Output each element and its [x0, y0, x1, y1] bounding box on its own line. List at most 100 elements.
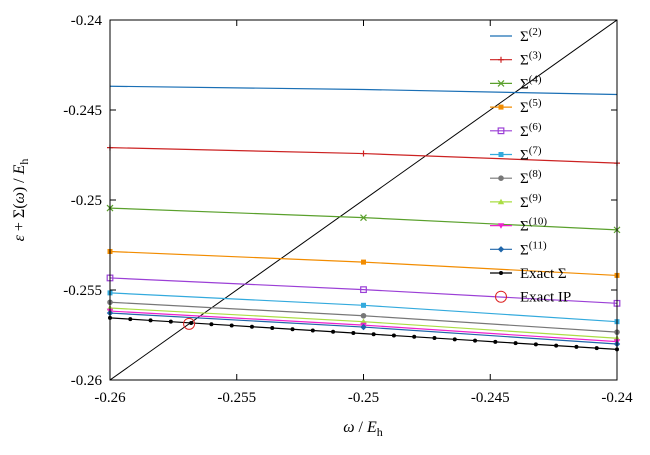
legend: Σ(2)Σ(3)Σ(4)Σ(5)Σ(6)Σ(7)Σ(8)Σ(9)Σ(10)Σ(1… [490, 26, 571, 306]
legend-marker-4 [497, 127, 505, 135]
x-tick-label-0: -0.26 [94, 390, 126, 406]
legend-label-base-8: Σ [520, 219, 529, 235]
legend-marker-3 [498, 104, 504, 110]
legend-label-sup-2: (4) [529, 73, 542, 85]
series-point-10-13 [371, 332, 376, 337]
series-point-10-4 [189, 320, 194, 325]
series-point-2-1 [360, 214, 367, 222]
legend-item-3: Σ(5) [490, 97, 542, 116]
x-axis-title-sep: / [355, 419, 367, 436]
legend-label-0: Σ(2) [520, 26, 542, 45]
series-point-10-14 [391, 333, 396, 338]
legend-label-base-4: Σ [520, 124, 529, 140]
legend-label-base-3: Σ [520, 100, 529, 116]
series-line-0 [109, 85, 618, 96]
legend-label-3: Σ(5) [520, 97, 542, 116]
legend-label-base-11: Exact IP [520, 290, 571, 306]
series-point-10-24 [594, 346, 599, 351]
series-point-10-21 [533, 342, 538, 347]
legend-marker-8 [497, 223, 505, 229]
legend-label-11: Exact IP [520, 290, 571, 306]
series-point-3-1 [361, 259, 366, 265]
legend-label-base-2: Σ [520, 76, 529, 92]
y-axis-title-omega: ω [11, 192, 28, 203]
legend-label-base-1: Σ [520, 53, 529, 69]
series-point-4-1 [360, 286, 367, 294]
series-point-7-1 [360, 318, 367, 325]
legend-item-11: Exact IP [495, 290, 571, 306]
series-point-10-18 [473, 338, 478, 343]
series-point-10-11 [331, 329, 336, 334]
y-axis-title: ε + Σ(ω) / Eh [11, 159, 31, 242]
series-point-10-6 [229, 323, 234, 328]
legend-label-5: Σ(7) [520, 145, 542, 164]
legend-item-1: Σ(3) [490, 50, 542, 69]
y-axis-title-E: E [11, 164, 28, 175]
series-point-1-1 [360, 150, 367, 157]
legend-item-6: Σ(8) [490, 168, 542, 187]
legend-marker-10 [499, 271, 503, 275]
legend-label-sup-6: (8) [529, 168, 542, 180]
x-tick-label-1: -0.255 [217, 390, 256, 406]
series-point-6-1 [360, 312, 367, 319]
series-point-10-1 [128, 317, 133, 322]
series-point-9-1 [360, 323, 367, 331]
legend-label-1: Σ(3) [520, 50, 542, 69]
legend-label-4: Σ(6) [520, 121, 542, 140]
legend-label-sup-7: (9) [529, 192, 542, 204]
legend-marker-6 [498, 175, 504, 181]
series-point-10-20 [513, 341, 518, 346]
legend-label-base-9: Σ [520, 242, 529, 258]
y-tick-label-2: -0.25 [71, 193, 102, 209]
series-point-10-16 [432, 336, 437, 341]
x-tick-label-4: -0.24 [601, 390, 633, 406]
legend-label-base-10: Exact Σ [520, 266, 567, 282]
series-point-10-9 [290, 327, 295, 332]
y-tick-label-0: -0.26 [71, 373, 103, 389]
legend-marker-7 [497, 198, 505, 205]
legend-item-9: Σ(11) [490, 239, 547, 258]
legend-label-10: Exact Σ [520, 266, 567, 282]
series-point-10-3 [168, 319, 173, 324]
plot-content [106, 20, 621, 380]
legend-label-base-7: Σ [520, 195, 529, 211]
series-point-5-1 [361, 302, 366, 308]
legend-marker-9 [497, 246, 505, 253]
legend-label-sup-1: (3) [529, 50, 542, 62]
series-point-10-19 [493, 339, 498, 344]
series-point-10-7 [249, 324, 254, 329]
legend-label-base-5: Σ [520, 148, 529, 164]
legend-label-7: Σ(9) [520, 192, 542, 211]
legend-marker-1 [498, 56, 504, 63]
x-tick-label-3: -0.245 [471, 390, 510, 406]
series-0 [109, 85, 618, 96]
legend-label-sup-4: (6) [529, 121, 542, 133]
x-tick-label-2: -0.25 [348, 390, 379, 406]
diagonal-line [110, 20, 617, 380]
legend-symbol-11 [495, 290, 507, 303]
legend-item-4: Σ(6) [490, 121, 542, 140]
legend-label-sup-9: (11) [529, 239, 547, 251]
y-axis-title-sub: h [17, 159, 31, 165]
x-axis-title: ω / Eh [343, 419, 383, 439]
series-point-10-2 [148, 318, 153, 323]
x-axis-title-sub: h [377, 425, 383, 439]
legend-item-2: Σ(4) [490, 73, 542, 92]
legend-marker-2 [497, 79, 505, 87]
x-axis-title-omega: ω [343, 419, 354, 436]
legend-item-8: Σ(10) [490, 216, 547, 235]
y-tick-label-3: -0.245 [63, 103, 102, 119]
legend-item-0: Σ(2) [490, 26, 542, 45]
y-axis-title-plus: + Σ( [11, 203, 28, 235]
series-9 [106, 309, 621, 348]
legend-label-sup-3: (5) [529, 97, 542, 109]
series-point-10-23 [574, 344, 579, 349]
legend-marker-5 [498, 152, 504, 157]
legend-label-sup-0: (2) [529, 26, 542, 38]
series-line-4 [109, 277, 618, 304]
legend-label-6: Σ(8) [520, 168, 542, 187]
legend-label-8: Σ(10) [520, 216, 547, 235]
y-axis-title-close: ) / [11, 174, 28, 192]
exact-ip-point [183, 317, 196, 330]
